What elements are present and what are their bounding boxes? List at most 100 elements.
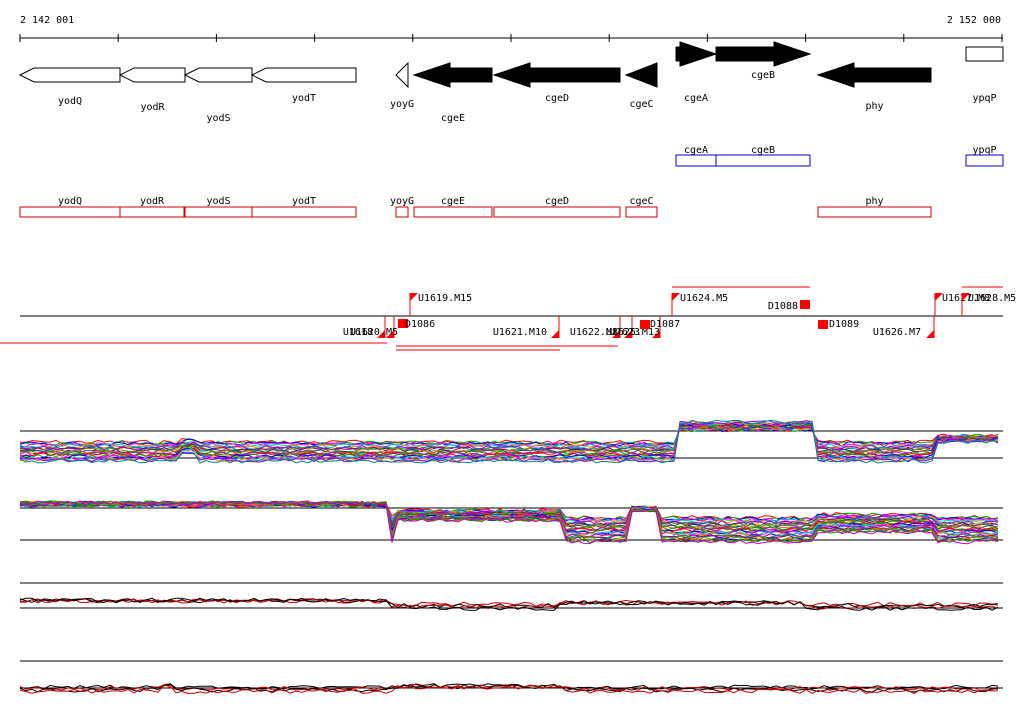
- operon-label-yodS: yodS: [206, 196, 230, 207]
- feature-flag-U1624.M5: [672, 293, 680, 301]
- expression-line: [19, 597, 999, 611]
- operon-label-yodQ: yodQ: [58, 196, 82, 207]
- gene-label-cgeA: cgeA: [684, 93, 708, 104]
- feature-flag-U1622.M8: [612, 330, 620, 338]
- feature-label-U1622.M8: U1622.M8: [570, 327, 618, 338]
- gene-arrow-cgeB: [715, 41, 812, 67]
- feature-label-D1086: D1086: [405, 319, 435, 330]
- operon-label-cgeA: cgeA: [684, 145, 708, 156]
- gene-track: yodQ yodR yodS yodT yoyG cgeE cgeD cgeC cgeA cgeB…: [18, 41, 1004, 124]
- end-coordinate: 2 152 000: [947, 15, 1001, 26]
- gene-arrow-cgeD: [492, 62, 621, 88]
- operon-box-yodT: [251, 206, 357, 218]
- expression-line: [19, 425, 999, 450]
- feature-box-D1088: [800, 300, 810, 309]
- operon-box-yodS: [184, 206, 253, 218]
- gene-arrow-yodR: [118, 67, 186, 83]
- feature-label-U1623: U1623: [610, 327, 640, 338]
- gene-label-yoyG: yoyG: [390, 99, 414, 110]
- track-expression-panel-2: [19, 500, 1003, 545]
- feature-label-U1624.M5: U1624.M5: [680, 293, 728, 304]
- gene-arrow-yodQ: [18, 67, 121, 83]
- expression-line: [19, 683, 999, 690]
- operon-track-blue: cgeA cgeB ypqP: [675, 145, 1004, 167]
- gene-label-phy: phy: [865, 101, 883, 112]
- gene-arrow-yodS: [183, 67, 253, 83]
- feature-box-D1089: [818, 320, 828, 329]
- operon-label-yodT: yodT: [292, 196, 316, 207]
- feature-label-U1626.M7: U1626.M7: [873, 327, 921, 338]
- feature-flag-U1623: [624, 330, 632, 338]
- gene-arrow-cgeE: [412, 62, 493, 88]
- expression-line: [19, 684, 998, 694]
- feature-flag-U1628.M5: [962, 293, 970, 301]
- gene-label-yodT: yodT: [292, 93, 316, 104]
- feature-flag-U1625.M13: [652, 330, 660, 338]
- feature-label-U1627.M8: U1627.M8: [942, 293, 990, 304]
- expression-line: [19, 426, 999, 450]
- feature-flag-U1620.M5: [386, 330, 394, 338]
- feature-label-U1620.M5: U1620.M5: [350, 327, 398, 338]
- feature-label-U1628.M5: U1628.M5: [968, 293, 1016, 304]
- gene-label-cgeE: cgeE: [441, 113, 465, 124]
- feature-label-U1618: U1618: [343, 327, 373, 338]
- expression-line: [19, 598, 999, 610]
- start-coordinate: 2 142 001: [20, 15, 74, 26]
- operon-box-yodQ: [19, 206, 121, 218]
- operon-label-cgeC: cgeC: [629, 196, 653, 207]
- operon-label-cgeE: cgeE: [441, 196, 465, 207]
- gene-label-yodR: yodR: [140, 102, 165, 113]
- operon-label-phy: phy: [865, 196, 883, 207]
- gene-arrow-yodT: [250, 67, 357, 83]
- gene-label-yodQ: yodQ: [58, 96, 82, 107]
- feature-label-D1089: D1089: [829, 319, 859, 330]
- feature-flag-U1626.M7: [926, 330, 934, 338]
- expression-line: [19, 502, 999, 526]
- operon-box-ypqP: [965, 154, 1004, 167]
- expression-line: [19, 427, 999, 445]
- feature-flag-U1621.M10: [551, 330, 559, 338]
- expression-line: [19, 683, 999, 693]
- coordinate-ruler: [19, 34, 1003, 42]
- expression-tracks: [19, 419, 1003, 694]
- operon-label-yodR: yodR: [140, 196, 165, 207]
- operon-box-phy: [817, 206, 932, 218]
- operon-box-cgeE: [413, 206, 493, 218]
- gene-arrow-ypqP: [965, 46, 1004, 62]
- feature-label-U1621.M10: U1621.M10: [493, 327, 547, 338]
- gene-arrow-phy: [816, 62, 932, 88]
- feature-label-D1087: D1087: [650, 319, 680, 330]
- operon-box-cgeD: [493, 206, 621, 218]
- gene-arrow-yoyG: [395, 61, 409, 89]
- operon-box-cgeB: [715, 154, 811, 167]
- gene-label-cgeD: cgeD: [545, 93, 569, 104]
- gene-label-cgeC: cgeC: [629, 99, 653, 110]
- expression-line: [19, 420, 999, 461]
- feature-flag-U1618: [377, 330, 385, 338]
- gene-arrow-cgeC: [624, 62, 658, 88]
- expression-line: [19, 598, 999, 607]
- feature-label-U1625.M13: U1625.M13: [606, 327, 660, 338]
- feature-box-D1087: [640, 320, 650, 329]
- gene-arrow-cgeA: [675, 41, 718, 67]
- track-expression-panel-3: [19, 582, 1003, 611]
- expression-line: [19, 423, 999, 455]
- expression-line: [19, 422, 999, 458]
- track-expression-panel-1: [19, 419, 1003, 464]
- operon-box-cgeA: [675, 154, 717, 167]
- operon-track-red: yodQ yodR yodS yodT yoyG cgeE cgeD cgeC phy: [19, 196, 932, 218]
- expression-line: [19, 424, 998, 453]
- expression-line: [19, 426, 999, 447]
- gene-label-ypqP: ypqP: [972, 93, 996, 104]
- operon-label-cgeB: cgeB: [751, 145, 775, 156]
- operon-box-yoyG: [395, 206, 409, 218]
- operon-box-cgeC: [625, 206, 658, 218]
- feature-flag-U1619.M15: [410, 293, 418, 301]
- operon-label-ypqP: ypqP: [972, 145, 996, 156]
- operon-label-cgeD: cgeD: [545, 196, 569, 207]
- expression-line: [19, 419, 999, 464]
- operon-box-yodR: [119, 206, 185, 218]
- operon-label-yoyG: yoyG: [390, 196, 414, 207]
